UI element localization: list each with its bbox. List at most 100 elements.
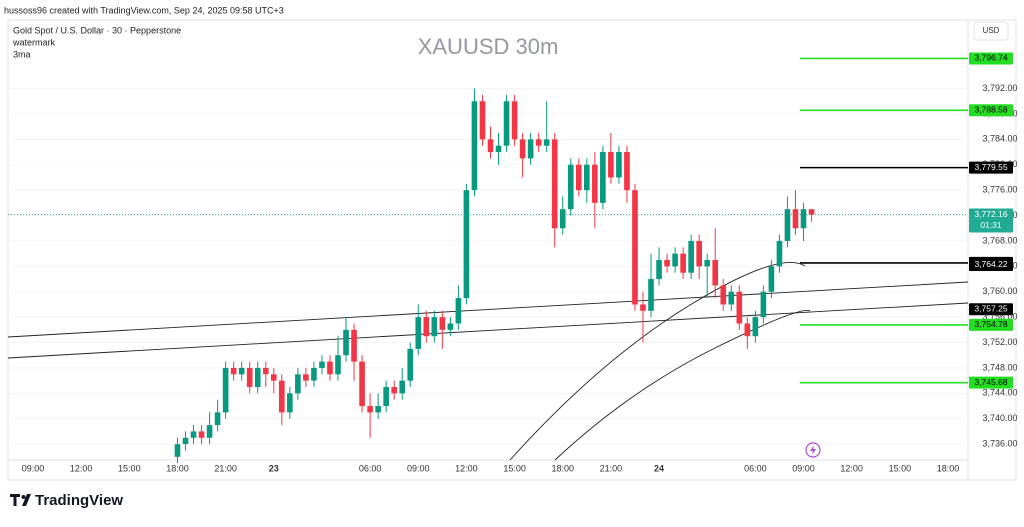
candle-body: [463, 190, 470, 299]
x-tick-label: 12:00: [70, 463, 93, 473]
x-tick-label: 06:00: [359, 463, 382, 473]
x-tick-label: 12:00: [455, 463, 478, 473]
candle-body: [415, 317, 422, 349]
candle-body: [471, 101, 478, 191]
candle-body: [519, 139, 526, 159]
y-tick-label: 3,784.00: [982, 134, 1017, 144]
candle-body: [503, 101, 510, 146]
candle-body: [760, 291, 767, 318]
y-tick-label: 3,740.00: [982, 413, 1017, 423]
level-label: 3,788.58: [974, 105, 1007, 115]
currency: USD: [983, 26, 1000, 35]
level-label-box: [969, 161, 1013, 174]
x-tick-label: 18:00: [937, 463, 960, 473]
candle-body: [752, 317, 759, 337]
candle-body: [343, 329, 349, 356]
candle-body: [431, 317, 438, 337]
candles: [174, 57, 968, 464]
candle-body: [375, 406, 381, 413]
trend-line: [7, 302, 969, 359]
candle-body: [383, 386, 389, 407]
logo-mark: [22, 494, 31, 506]
moving-average: [554, 310, 811, 461]
level-label-box: [969, 376, 1013, 389]
candle-body: [190, 431, 197, 438]
grid: [8, 88, 968, 445]
candle-body: [624, 152, 630, 191]
x-tick-label: 21:00: [600, 463, 623, 473]
price-label-box: [969, 258, 1013, 271]
y-tick-label: 3,744.00: [982, 388, 1017, 398]
candle-body: [527, 139, 534, 159]
logo-mark: [10, 494, 20, 506]
watermark-title: XAUUSD 30m: [418, 34, 559, 59]
candle-body: [238, 367, 245, 375]
candle-body: [359, 361, 365, 407]
alert-bolt: [810, 445, 816, 455]
candle-body: [736, 291, 743, 324]
y-tick-label: 3,756.00: [982, 312, 1017, 322]
candle-body: [559, 209, 566, 229]
x-tick-label: 21:00: [214, 463, 237, 473]
candle-body: [174, 444, 181, 457]
last-price-label: 3,772.16: [974, 209, 1007, 219]
candle-body: [230, 367, 237, 375]
x-tick-label: 15:00: [118, 463, 141, 473]
candle-body: [704, 260, 711, 267]
candle-body: [407, 348, 414, 381]
candle-body: [279, 380, 285, 413]
price-label-box: [969, 303, 1013, 316]
candle-body: [495, 145, 502, 153]
candle-body: [303, 374, 309, 381]
x-tick-label: 18:00: [166, 463, 189, 473]
y-tick-label: 3,792.00: [982, 83, 1017, 93]
level-label: 3,779.55: [974, 162, 1007, 172]
candle-body: [672, 253, 678, 267]
candle-body: [270, 374, 277, 381]
level-label-box: [969, 104, 1013, 117]
candle-body: [712, 260, 719, 286]
candle-body: [808, 209, 815, 215]
level-label-box: [969, 52, 1013, 65]
candle-body: [632, 190, 638, 305]
candle-body: [335, 355, 341, 375]
candle-body: [182, 437, 189, 445]
candle-body: [792, 209, 799, 229]
countdown: 01:31: [980, 220, 1002, 230]
candle-body: [696, 240, 702, 267]
candle-body: [367, 406, 373, 413]
candle-body: [351, 329, 357, 362]
candle-body: [768, 266, 775, 292]
candle-body: [551, 139, 558, 229]
candle-body: [287, 393, 293, 413]
candle-body: [600, 152, 606, 203]
candle-body: [656, 260, 662, 280]
candle-body: [575, 164, 582, 191]
y-tick-label: 3,768.00: [982, 235, 1017, 245]
candle-body: [319, 361, 325, 368]
x-tick-label: 18:00: [551, 463, 574, 473]
last-price-box: [969, 208, 1013, 233]
candle-body: [254, 367, 261, 387]
candle-body: [648, 279, 654, 311]
author-line: hussoss96 created with TradingView.com, …: [4, 5, 284, 15]
trend-line: [7, 281, 969, 338]
candle-body: [311, 367, 317, 381]
chart-frame: [7, 19, 1017, 481]
candle-body: [640, 304, 646, 311]
x-tick-label: 23: [269, 463, 279, 473]
y-tick-label: 3,748.00: [982, 362, 1017, 372]
candle-body: [744, 323, 751, 337]
candle-body: [680, 253, 686, 273]
y-tick-label: 3,736.00: [982, 439, 1017, 449]
y-tick-label: 3,776.00: [982, 185, 1017, 195]
x-tick-label: 09:00: [792, 463, 815, 473]
indicator-name: watermark: [12, 37, 56, 47]
currency-box[interactable]: [973, 21, 1009, 41]
x-tick-label: 15:00: [503, 463, 526, 473]
price-label: 3,757.25: [974, 303, 1007, 313]
x-tick-label: 06:00: [744, 463, 767, 473]
brand: TradingView: [35, 492, 123, 509]
